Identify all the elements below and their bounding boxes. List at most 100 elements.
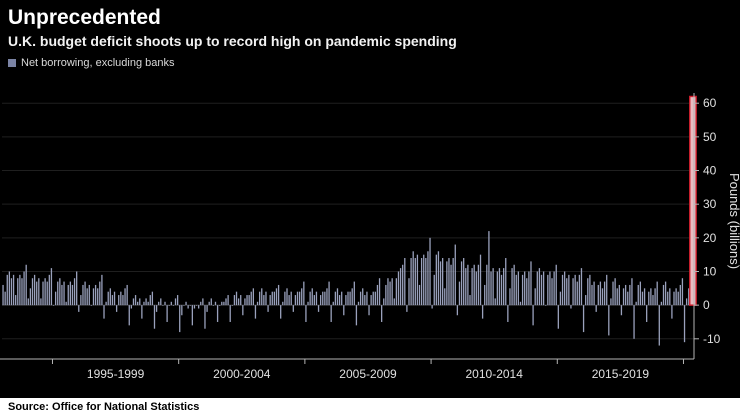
bar	[596, 305, 597, 312]
bar	[278, 285, 279, 305]
bar	[255, 305, 256, 318]
bar	[514, 265, 515, 305]
bar	[335, 292, 336, 305]
bar	[183, 305, 184, 306]
bar	[230, 305, 231, 322]
bar	[137, 302, 138, 305]
bar	[577, 282, 578, 306]
bar	[667, 292, 668, 305]
bar	[248, 295, 249, 305]
bar	[394, 299, 395, 306]
chart-title: Unprecedented	[8, 6, 730, 30]
x-axis-label: 1995-1999	[87, 367, 145, 381]
bar	[671, 305, 672, 318]
bar	[227, 295, 228, 305]
bar	[675, 288, 676, 305]
bar	[402, 265, 403, 305]
bar	[84, 282, 85, 306]
bar	[598, 285, 599, 305]
bar	[328, 282, 329, 306]
bar	[663, 285, 664, 305]
bar	[492, 268, 493, 305]
bar	[682, 278, 683, 305]
bar	[610, 299, 611, 306]
bar	[238, 299, 239, 306]
chart-area: Pounds (billions) -1001020304050601995-1…	[0, 71, 740, 387]
bar	[392, 278, 393, 305]
bar	[396, 278, 397, 305]
bar	[152, 292, 153, 305]
bar	[575, 275, 576, 305]
bar	[366, 292, 367, 305]
bar	[572, 278, 573, 305]
bar	[158, 302, 159, 305]
bar	[379, 278, 380, 305]
bar	[339, 295, 340, 305]
bar	[320, 295, 321, 305]
bar	[23, 272, 24, 306]
bar	[381, 305, 382, 322]
bar	[625, 285, 626, 305]
y-tick-label: 60	[703, 96, 717, 110]
bar	[274, 292, 275, 305]
legend-swatch-icon	[8, 59, 16, 67]
bar	[234, 295, 235, 305]
bar	[97, 288, 98, 305]
bar	[30, 288, 31, 305]
bar	[631, 278, 632, 305]
bar	[520, 302, 521, 305]
bar	[36, 282, 37, 306]
bar	[553, 272, 554, 306]
bar	[87, 288, 88, 305]
bar	[179, 305, 180, 332]
bar	[225, 299, 226, 306]
bar	[244, 299, 245, 306]
bar	[532, 305, 533, 325]
bar	[301, 288, 302, 305]
bar	[265, 292, 266, 305]
bar	[177, 295, 178, 305]
bar	[272, 292, 273, 305]
bar	[564, 272, 565, 306]
bar	[558, 305, 559, 329]
bar	[135, 295, 136, 305]
x-axis-label: 2015-2019	[592, 367, 650, 381]
bar	[105, 302, 106, 305]
bar	[44, 278, 45, 305]
bar	[190, 305, 191, 306]
bar	[589, 275, 590, 305]
source-attribution: Source: Office for National Statistics	[0, 398, 740, 416]
bar-chart: Pounds (billions) -1001020304050601995-1…	[0, 71, 740, 387]
bar	[499, 268, 500, 305]
bar	[61, 285, 62, 305]
bar	[463, 258, 464, 305]
bar	[417, 255, 418, 305]
x-axis-label: 2010-2014	[466, 367, 524, 381]
bar	[614, 278, 615, 305]
bar	[440, 262, 441, 306]
bar	[429, 238, 430, 305]
bar	[352, 288, 353, 305]
bar	[583, 305, 584, 332]
bar	[204, 305, 205, 329]
bar	[444, 288, 445, 305]
bar	[570, 305, 571, 308]
bar	[57, 282, 58, 306]
bar	[373, 292, 374, 305]
bar	[259, 292, 260, 305]
bar	[53, 305, 54, 306]
bar	[650, 288, 651, 305]
bar	[280, 305, 281, 318]
bar	[644, 288, 645, 305]
bar	[322, 292, 323, 305]
bar	[303, 282, 304, 306]
bar	[129, 305, 130, 325]
bar	[446, 262, 447, 306]
bar	[602, 288, 603, 305]
bar	[360, 292, 361, 305]
bar	[684, 305, 685, 342]
bar	[257, 302, 258, 305]
bar	[400, 268, 401, 305]
bar	[453, 258, 454, 305]
bar	[72, 285, 73, 305]
